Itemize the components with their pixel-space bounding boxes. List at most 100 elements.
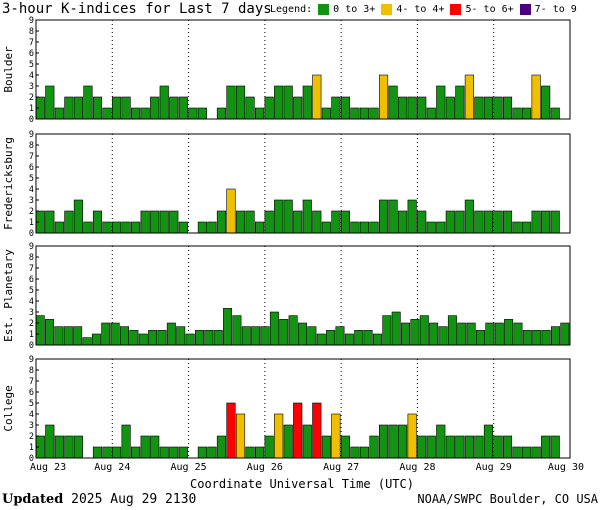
bar-boulder xyxy=(197,107,207,120)
y-tick-label: 4 xyxy=(29,185,34,195)
y-tick-label: 1 xyxy=(29,104,34,114)
y-tick-label: 9 xyxy=(29,355,34,365)
panel-frame xyxy=(35,19,571,120)
bar-boulder xyxy=(493,96,503,120)
bar-est-planetary xyxy=(522,330,532,346)
bar-boulder xyxy=(178,96,188,120)
bar-est-planetary xyxy=(476,330,485,346)
x-tick-label: Aug 30 xyxy=(548,462,584,473)
bar-est-planetary xyxy=(120,326,129,346)
bar-boulder xyxy=(302,85,312,120)
bar-college xyxy=(131,446,141,459)
x-tick-label: Aug 24 xyxy=(94,462,130,473)
bar-boulder xyxy=(255,107,265,120)
legend-swatch-red xyxy=(450,4,462,15)
bar-college xyxy=(159,446,169,459)
y-tick-label: 3 xyxy=(29,82,34,92)
y-tick-label: 0 xyxy=(29,229,34,239)
bar-est-planetary xyxy=(223,308,233,346)
bar-est-planetary xyxy=(185,333,195,346)
y-tick-label: 6 xyxy=(29,163,34,173)
y-tick-label: 4 xyxy=(29,71,34,81)
bar-fredericksburg xyxy=(207,221,217,234)
y-tick-label: 3 xyxy=(29,308,34,318)
bar-fredericksburg xyxy=(378,199,389,234)
bar-est-planetary xyxy=(260,326,270,346)
bar-college xyxy=(178,446,188,459)
bar-boulder xyxy=(483,96,494,120)
bar-college xyxy=(531,446,541,459)
bar-est-planetary xyxy=(166,322,176,346)
legend-item-yellow-label: 4- to 4+ xyxy=(396,4,445,15)
bar-fredericksburg xyxy=(283,199,293,234)
bar-boulder xyxy=(350,107,360,120)
bar-fredericksburg xyxy=(131,221,141,234)
bar-boulder xyxy=(398,96,408,120)
bar-boulder xyxy=(340,96,350,120)
x-tick-label: Aug 27 xyxy=(323,462,359,473)
bar-boulder xyxy=(226,85,236,120)
bar-est-planetary xyxy=(438,326,448,346)
updated-line: Updated 2025 Aug 29 2130 xyxy=(2,492,196,507)
bar-college xyxy=(121,424,131,459)
bar-est-planetary xyxy=(213,330,223,346)
bar-college xyxy=(274,413,284,459)
legend: Legend: 0 to 3+ 4- to 4+ 5- to 6+ 7- to … xyxy=(270,4,577,15)
bar-est-planetary xyxy=(401,322,411,346)
bar-college xyxy=(207,446,217,459)
legend-item-purple-label: 7- to 9 xyxy=(534,4,577,15)
bar-fredericksburg xyxy=(541,210,551,234)
bar-college xyxy=(522,446,532,459)
bar-est-planetary xyxy=(288,315,298,346)
bar-est-planetary xyxy=(101,322,111,346)
bar-college xyxy=(455,435,465,459)
x-tick-label: Aug 28 xyxy=(399,462,435,473)
bar-boulder xyxy=(83,85,93,120)
bar-est-planetary xyxy=(298,322,307,346)
bar-college xyxy=(331,413,341,459)
bar-college xyxy=(150,435,160,459)
legend-swatch-purple xyxy=(519,4,531,15)
bar-fredericksburg xyxy=(407,199,417,234)
bar-fredericksburg xyxy=(83,221,93,234)
bar-fredericksburg xyxy=(226,188,236,234)
bar-college xyxy=(436,424,446,459)
bar-college xyxy=(474,435,484,459)
bar-college xyxy=(445,435,455,459)
panel-frame xyxy=(35,245,571,346)
bar-fredericksburg xyxy=(178,221,188,234)
bar-fredericksburg xyxy=(369,221,379,234)
bar-college xyxy=(73,435,83,459)
bar-boulder xyxy=(417,96,427,120)
legend-label: Legend: xyxy=(270,4,313,15)
bar-boulder xyxy=(92,96,103,120)
bar-college xyxy=(45,424,55,459)
y-tick-label: 5 xyxy=(29,174,34,184)
bar-boulder xyxy=(121,96,131,120)
bar-college xyxy=(235,413,246,459)
bar-est-planetary xyxy=(504,319,514,346)
bar-est-planetary xyxy=(410,319,420,346)
bar-college xyxy=(398,424,408,459)
legend-swatch-yellow xyxy=(381,4,393,15)
x-axis-label: Coordinate Universal Time (UTC) xyxy=(190,477,414,491)
panel-label: Boulder xyxy=(2,46,15,93)
bar-fredericksburg xyxy=(502,210,513,234)
bar-boulder xyxy=(245,96,255,120)
bar-boulder xyxy=(426,107,436,120)
bar-college xyxy=(216,435,227,459)
bar-boulder xyxy=(45,85,55,120)
bar-boulder xyxy=(474,96,484,120)
bar-boulder xyxy=(235,85,246,120)
bar-fredericksburg xyxy=(169,210,179,234)
bar-college xyxy=(378,424,389,459)
bar-fredericksburg xyxy=(445,210,455,234)
bar-est-planetary xyxy=(372,333,382,346)
y-tick-label: 4 xyxy=(29,410,34,420)
panel-label: College xyxy=(2,385,15,431)
bar-est-planetary xyxy=(63,326,73,346)
bar-college xyxy=(407,413,417,459)
bar-college xyxy=(245,446,255,459)
bar-fredericksburg xyxy=(140,210,150,234)
bar-college xyxy=(283,424,293,459)
